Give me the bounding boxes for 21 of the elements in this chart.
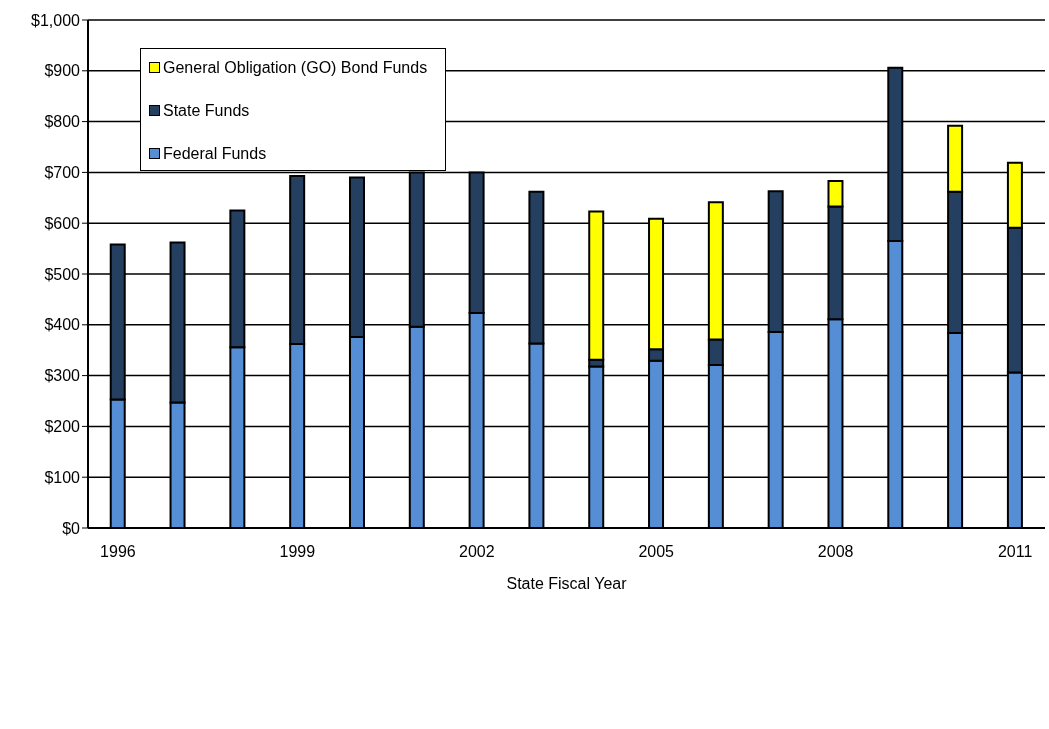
y-tick-label: $500 bbox=[44, 265, 81, 283]
x-axis-title: State Fiscal Year bbox=[506, 575, 628, 593]
legend-label: Federal Funds bbox=[163, 144, 267, 163]
y-tick-label: $200 bbox=[44, 418, 81, 436]
y-tick-label: $100 bbox=[44, 468, 81, 486]
y-tick-label: $1,000 bbox=[31, 11, 81, 29]
y-tick-label: $600 bbox=[44, 214, 81, 232]
y-tick-label: $900 bbox=[44, 62, 81, 80]
x-tick-label: 2008 bbox=[817, 543, 854, 561]
y-tick-label: $300 bbox=[44, 367, 81, 385]
y-tick-label: $400 bbox=[44, 316, 81, 334]
x-tick-label: 1999 bbox=[279, 543, 316, 561]
legend-label: State Funds bbox=[163, 101, 250, 120]
legend-label: General Obligation (GO) Bond Funds bbox=[163, 58, 428, 77]
x-tick-label: 2002 bbox=[458, 543, 495, 561]
y-tick-label: $0 bbox=[62, 519, 81, 537]
x-tick-label: 1996 bbox=[100, 543, 136, 561]
x-tick-label: 2005 bbox=[638, 543, 675, 561]
y-tick-label: $700 bbox=[44, 164, 81, 182]
y-tick-label: $800 bbox=[44, 113, 81, 131]
x-tick-label: 2011 bbox=[997, 543, 1033, 561]
